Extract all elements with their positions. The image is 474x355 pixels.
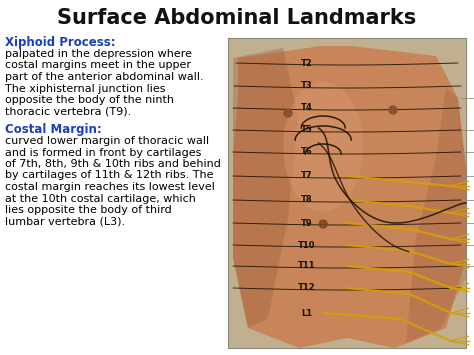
Text: Costal Margin:: Costal Margin: xyxy=(5,123,102,136)
FancyBboxPatch shape xyxy=(228,38,466,348)
Polygon shape xyxy=(233,46,466,348)
Text: curved lower margin of thoracic wall: curved lower margin of thoracic wall xyxy=(5,136,209,146)
Circle shape xyxy=(284,109,292,117)
Text: thoracic vertebra (T9).: thoracic vertebra (T9). xyxy=(5,106,131,116)
Text: T11: T11 xyxy=(298,262,315,271)
Text: T10: T10 xyxy=(298,240,315,250)
Text: T2: T2 xyxy=(301,59,312,67)
Ellipse shape xyxy=(283,82,363,212)
Text: palpated in the depression where: palpated in the depression where xyxy=(5,49,192,59)
Text: part of the anterior abdominal wall.: part of the anterior abdominal wall. xyxy=(5,72,204,82)
Text: costal margin reaches its lowest level: costal margin reaches its lowest level xyxy=(5,182,215,192)
Text: T12: T12 xyxy=(298,284,315,293)
Text: opposite the body of the ninth: opposite the body of the ninth xyxy=(5,95,174,105)
Polygon shape xyxy=(406,88,466,343)
Polygon shape xyxy=(233,48,298,328)
Text: L1: L1 xyxy=(301,308,312,317)
Text: T4: T4 xyxy=(301,104,312,113)
Text: lies opposite the body of third: lies opposite the body of third xyxy=(5,205,172,215)
Text: T9: T9 xyxy=(301,218,312,228)
Text: costal margins meet in the upper: costal margins meet in the upper xyxy=(5,60,191,71)
Text: Xiphoid Process:: Xiphoid Process: xyxy=(5,36,116,49)
Text: T7: T7 xyxy=(301,171,312,180)
Text: T6: T6 xyxy=(301,147,312,157)
Text: The xiphisternal junction lies: The xiphisternal junction lies xyxy=(5,83,165,93)
Text: at the 10th costal cartilage, which: at the 10th costal cartilage, which xyxy=(5,193,196,203)
Text: by cartilages of 11th & 12th ribs. The: by cartilages of 11th & 12th ribs. The xyxy=(5,170,213,180)
Text: and is formed in front by cartilages: and is formed in front by cartilages xyxy=(5,147,201,158)
Text: T3: T3 xyxy=(301,82,312,91)
Circle shape xyxy=(319,220,327,228)
Circle shape xyxy=(389,106,397,114)
Text: T5: T5 xyxy=(301,126,312,135)
Text: T8: T8 xyxy=(301,196,312,204)
Text: Surface Abdominal Landmarks: Surface Abdominal Landmarks xyxy=(57,8,417,28)
Text: lumbar vertebra (L3).: lumbar vertebra (L3). xyxy=(5,217,125,226)
Text: of 7th, 8th, 9th & 10th ribs and behind: of 7th, 8th, 9th & 10th ribs and behind xyxy=(5,159,221,169)
